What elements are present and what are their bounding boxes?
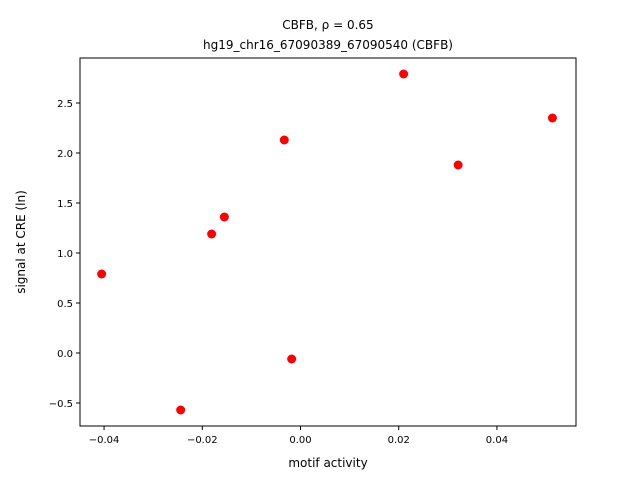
y-tick-label: 2.0	[57, 149, 73, 160]
chart-subtitle: hg19_chr16_67090389_67090540 (CBFB)	[203, 38, 453, 52]
x-axis-label: motif activity	[288, 456, 367, 470]
point	[547, 113, 557, 123]
point	[279, 135, 289, 145]
x-tick-label: 0.04	[486, 435, 508, 446]
y-tick-label: 2.5	[57, 99, 73, 110]
y-tick-label: 0.5	[57, 299, 73, 310]
y-tick-label: −0.5	[49, 399, 73, 410]
y-axis-label: signal at CRE (ln)	[14, 190, 28, 294]
point	[176, 405, 186, 415]
x-tick-label: −0.04	[89, 435, 120, 446]
x-tick-label: −0.02	[187, 435, 218, 446]
x-tick-label: 0.02	[388, 435, 410, 446]
point	[219, 212, 229, 222]
point	[97, 269, 107, 279]
point	[207, 229, 217, 239]
point	[399, 69, 409, 79]
plot-frame	[79, 57, 577, 427]
y-tick-label: 0.0	[57, 349, 73, 360]
y-tick-label: 1.5	[57, 199, 73, 210]
x-tick-label: 0.00	[289, 435, 311, 446]
point	[287, 354, 297, 364]
point	[453, 160, 463, 170]
chart-title: CBFB, ρ = 0.65	[282, 18, 373, 32]
y-tick-label: 1.0	[57, 249, 73, 260]
